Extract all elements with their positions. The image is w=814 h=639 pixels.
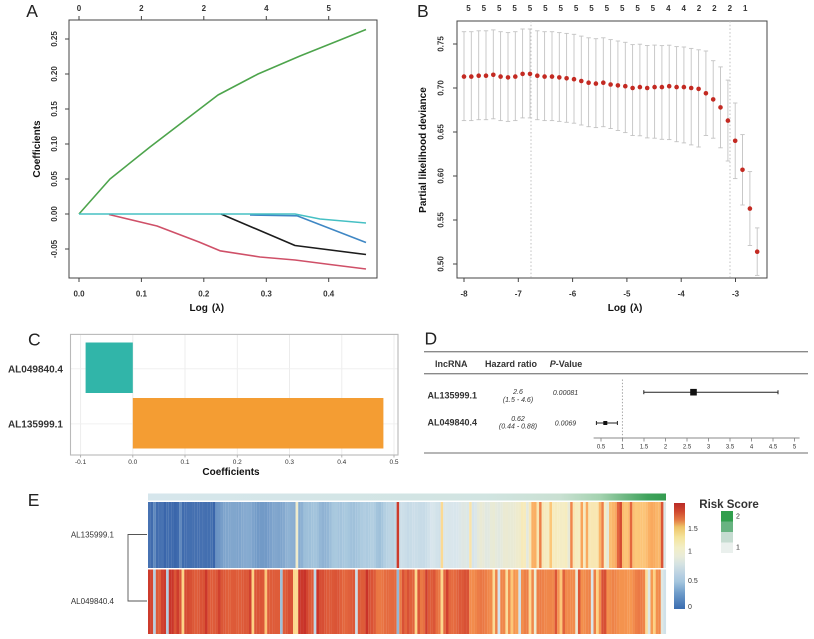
svg-text:-7: -7 [515, 290, 523, 299]
svg-text:0.0: 0.0 [73, 290, 85, 299]
svg-text:-0.1: -0.1 [75, 459, 87, 466]
svg-text:0.62: 0.62 [511, 416, 525, 423]
svg-text:0.2: 0.2 [233, 459, 242, 466]
svg-text:-8: -8 [460, 290, 468, 299]
svg-text:0.50: 0.50 [437, 256, 446, 272]
svg-text:0.00: 0.00 [50, 206, 59, 222]
svg-text:0.65: 0.65 [437, 124, 446, 140]
svg-text:0.55: 0.55 [437, 212, 446, 228]
svg-text:E: E [28, 490, 40, 510]
svg-text:5: 5 [558, 4, 563, 13]
svg-text:Log (λ): Log (λ) [190, 303, 225, 314]
svg-text:0: 0 [77, 4, 82, 13]
svg-text:5: 5 [793, 445, 797, 451]
svg-text:AL049840.4: AL049840.4 [8, 364, 63, 375]
svg-text:0.5: 0.5 [688, 578, 698, 585]
svg-text:P-Value: P-Value [550, 359, 583, 369]
svg-text:0.15: 0.15 [50, 101, 59, 117]
svg-text:2: 2 [202, 4, 207, 13]
svg-text:-6: -6 [569, 290, 577, 299]
svg-text:(0.44 - 0.88): (0.44 - 0.88) [499, 424, 537, 431]
svg-text:0.0: 0.0 [128, 459, 137, 466]
svg-text:Risk Score: Risk Score [699, 499, 758, 511]
svg-text:0.4: 0.4 [337, 459, 346, 466]
svg-text:0: 0 [688, 604, 692, 611]
svg-text:Coefficients: Coefficients [32, 120, 43, 178]
svg-text:3.5: 3.5 [726, 445, 735, 451]
svg-text:1: 1 [621, 445, 625, 451]
svg-text:0.60: 0.60 [437, 168, 446, 184]
svg-text:Partial likelihood deviance: Partial likelihood deviance [418, 87, 429, 213]
svg-text:5: 5 [605, 4, 610, 13]
svg-text:AL135999.1: AL135999.1 [71, 531, 115, 540]
svg-text:0.1: 0.1 [180, 459, 189, 466]
svg-text:5: 5 [466, 4, 471, 13]
svg-text:lncRNA: lncRNA [435, 359, 468, 369]
svg-text:4.5: 4.5 [769, 445, 778, 451]
svg-text:0.10: 0.10 [50, 136, 59, 152]
svg-text:1: 1 [688, 549, 692, 556]
svg-text:2: 2 [664, 445, 668, 451]
svg-text:AL049840.4: AL049840.4 [428, 418, 478, 428]
svg-text:-4: -4 [678, 290, 686, 299]
svg-text:5: 5 [497, 4, 502, 13]
svg-text:5: 5 [482, 4, 487, 13]
svg-text:1.5: 1.5 [640, 445, 649, 451]
svg-text:0.75: 0.75 [437, 36, 446, 52]
svg-text:C: C [28, 330, 41, 350]
svg-text:2: 2 [728, 4, 733, 13]
svg-text:0.2: 0.2 [198, 290, 210, 299]
svg-text:0.00081: 0.00081 [553, 390, 578, 397]
svg-text:Log (λ): Log (λ) [608, 303, 643, 314]
svg-text:2: 2 [139, 4, 144, 13]
svg-text:1.5: 1.5 [688, 526, 698, 533]
svg-text:5: 5 [528, 4, 533, 13]
svg-text:4: 4 [681, 4, 686, 13]
svg-text:4: 4 [264, 4, 269, 13]
svg-text:0.3: 0.3 [285, 459, 294, 466]
svg-text:0.05: 0.05 [50, 171, 59, 187]
svg-text:5: 5 [651, 4, 656, 13]
svg-text:0.1: 0.1 [136, 290, 148, 299]
svg-text:2: 2 [697, 4, 702, 13]
svg-text:2: 2 [712, 4, 717, 13]
svg-text:-3: -3 [732, 290, 740, 299]
svg-text:5: 5 [574, 4, 579, 13]
svg-text:B: B [417, 1, 429, 21]
svg-text:3: 3 [707, 445, 711, 451]
svg-text:5: 5 [635, 4, 640, 13]
svg-text:2.5: 2.5 [683, 445, 692, 451]
svg-text:-5: -5 [623, 290, 631, 299]
svg-text:5: 5 [326, 4, 331, 13]
svg-text:0.4: 0.4 [323, 290, 335, 299]
svg-text:0.70: 0.70 [437, 80, 446, 96]
svg-text:1: 1 [736, 545, 740, 552]
svg-text:2: 2 [736, 514, 740, 521]
svg-text:AL135999.1: AL135999.1 [428, 390, 478, 400]
svg-text:0.25: 0.25 [50, 31, 59, 47]
svg-text:1: 1 [743, 4, 748, 13]
svg-text:0.0069: 0.0069 [555, 421, 577, 428]
svg-text:5: 5 [512, 4, 517, 13]
svg-text:4: 4 [666, 4, 671, 13]
svg-text:0.5: 0.5 [389, 459, 398, 466]
svg-text:A: A [26, 1, 38, 21]
svg-text:5: 5 [543, 4, 548, 13]
svg-text:-0.05: -0.05 [50, 239, 59, 258]
svg-text:D: D [425, 329, 438, 349]
svg-text:(1.5 - 4.6): (1.5 - 4.6) [503, 397, 533, 404]
svg-text:Coefficients: Coefficients [202, 467, 260, 478]
svg-text:4: 4 [750, 445, 754, 451]
svg-text:5: 5 [589, 4, 594, 13]
svg-text:0.3: 0.3 [261, 290, 273, 299]
svg-text:AL135999.1: AL135999.1 [8, 419, 63, 430]
svg-text:0.5: 0.5 [597, 445, 606, 451]
svg-text:2.6: 2.6 [512, 389, 523, 396]
svg-text:5: 5 [620, 4, 625, 13]
svg-text:0.20: 0.20 [50, 66, 59, 82]
svg-text:Hazard ratio: Hazard ratio [485, 359, 538, 369]
svg-text:AL049840.4: AL049840.4 [71, 597, 115, 606]
